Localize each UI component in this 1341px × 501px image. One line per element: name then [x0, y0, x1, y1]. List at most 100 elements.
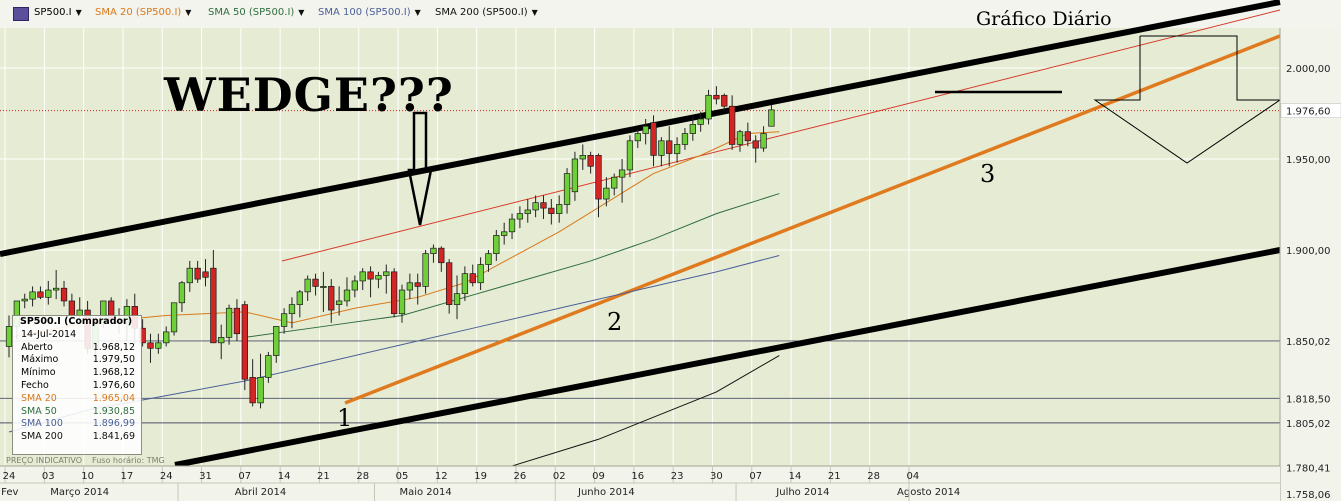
chart-logo-icon[interactable] [13, 7, 29, 21]
info-box-rows: Aberto 1.968,12 Máximo 1.979,50 Mínimo 1.968,… [13, 342, 141, 444]
candle-body [666, 140, 673, 154]
support-trend-line [344, 34, 1281, 405]
info-box-date: 14-Jul-2014 [21, 328, 77, 340]
candle-body [186, 267, 193, 284]
price-tick-label: 1.758,06 [1286, 490, 1331, 501]
info-box-title: SP500.I (Comprador) [20, 316, 133, 327]
info-row-value: 1.965,04 [92, 392, 135, 404]
candle-body [642, 125, 649, 134]
candle-body [390, 271, 398, 315]
candle-body [249, 377, 256, 404]
sma200-indicator[interactable]: SMA 200 (SP500.I) ▼ [435, 7, 538, 18]
sma50-label: SMA 50 (SP500.I) [208, 7, 295, 18]
day-tick-label: 31 [199, 471, 212, 482]
candle-body [406, 282, 414, 291]
sma100-indicator[interactable]: SMA 100 (SP500.I) ▼ [318, 7, 421, 18]
candle-body [29, 291, 36, 300]
candle-body [571, 158, 579, 193]
candle-body [21, 298, 28, 302]
candle-body [721, 94, 728, 107]
candle-body [273, 326, 280, 356]
candle-body [304, 278, 311, 293]
price-tick-label: 1.818,50 [1286, 394, 1331, 405]
month-tick-label: Agosto 2014 [897, 487, 960, 498]
day-tick-label: 21 [828, 471, 841, 482]
candle-body [587, 155, 594, 167]
candle-body [595, 155, 602, 200]
candle-body [383, 271, 390, 276]
info-row-value: 1.979,50 [92, 354, 135, 366]
symbol-selector[interactable]: SP500.I ▼ [34, 7, 82, 18]
candle-body [493, 235, 500, 254]
info-row-value: 1.968,12 [92, 367, 135, 379]
candle-body [563, 173, 571, 205]
candle-body [5, 326, 13, 347]
candle-body [508, 218, 516, 233]
candle-body [296, 291, 303, 305]
candle-body [202, 271, 209, 278]
candle-body [328, 286, 335, 311]
candle-body [516, 213, 524, 220]
candle-body [760, 133, 767, 149]
day-tick-label: 28 [867, 471, 880, 482]
chart-title: Gráfico Diário [976, 8, 1112, 30]
info-row-value: 1.930,85 [92, 405, 135, 417]
candle-body [335, 300, 343, 305]
price-tick-label: 2.000,00 [1286, 64, 1331, 75]
info-row-value: 1.841,69 [92, 431, 135, 443]
candle-body [611, 176, 618, 189]
candle-body [697, 118, 704, 125]
candle-body [398, 289, 406, 315]
candle-body [650, 122, 657, 156]
candle-body [170, 302, 178, 333]
price-tick-label: 1.805,02 [1286, 419, 1331, 430]
day-tick-label: 10 [81, 471, 94, 482]
resistance-trend-line [281, 9, 1281, 262]
sma200-label: SMA 200 (SP500.I) [435, 7, 528, 18]
candle-body [367, 271, 374, 280]
day-tick-label: 05 [396, 471, 409, 482]
info-row: Fecho 1.976,60 [13, 380, 141, 393]
candle-body [532, 202, 539, 211]
sma50-indicator[interactable]: SMA 50 (SP500.I) ▼ [208, 7, 304, 18]
info-row-label: SMA 200 [21, 431, 63, 443]
candle-body [556, 204, 563, 214]
candle-body [579, 155, 586, 160]
candle-body [438, 247, 445, 264]
candle-body [60, 287, 68, 302]
sma20-indicator[interactable]: SMA 20 (SP500.I) ▼ [95, 7, 191, 18]
pivot-label: 3 [980, 160, 995, 188]
month-tick-label: Maio 2014 [399, 487, 451, 498]
day-tick-label: 23 [671, 471, 684, 482]
sma100-label: SMA 100 (SP500.I) [318, 7, 411, 18]
candle-body [233, 307, 241, 335]
candle-body [288, 304, 296, 315]
day-tick-label: 12 [435, 471, 448, 482]
price-tick-label: 1.900,00 [1286, 246, 1331, 257]
candle-body [705, 94, 712, 120]
candle-body [280, 313, 288, 327]
candle-body [178, 282, 186, 304]
candle-body [265, 355, 272, 378]
price-tick-label: 1.850,02 [1286, 337, 1331, 348]
day-tick-label: 02 [553, 471, 566, 482]
candle-body [768, 109, 775, 127]
info-box: SP500.I (Comprador) 14-Jul-2014 Aberto 1.… [12, 315, 142, 455]
candle-body [626, 140, 634, 171]
channel-upper-line [0, 0, 1281, 257]
info-row: Máximo 1.979,50 [13, 354, 141, 367]
chevron-down-icon: ▼ [75, 8, 82, 17]
footer-note: PREÇO INDICATIVO Fuso horário: TMG [6, 456, 175, 465]
candle-body [681, 133, 689, 145]
sma20-label: SMA 20 (SP500.I) [95, 7, 182, 18]
day-tick-label: 30 [710, 471, 723, 482]
candle-body [540, 202, 547, 209]
info-row: SMA 50 1.930,85 [13, 406, 141, 419]
candle-body [37, 291, 44, 298]
info-row-label: Aberto [21, 341, 53, 353]
month-tick-label: Fev [1, 487, 18, 498]
wedge-annotation: WEDGE??? [164, 68, 454, 122]
candle-body [728, 105, 736, 145]
candle-body [430, 247, 437, 254]
